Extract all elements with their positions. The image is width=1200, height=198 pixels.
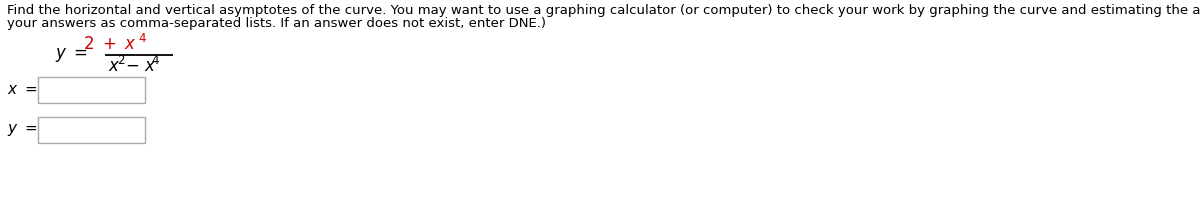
Text: $y\ =$: $y\ =$ [7,122,37,138]
FancyBboxPatch shape [38,117,145,143]
Text: Find the horizontal and vertical asymptotes of the curve. You may want to use a : Find the horizontal and vertical asympto… [7,4,1200,17]
Text: $x\ =$: $x\ =$ [7,83,37,97]
Text: $y\ =$: $y\ =$ [55,46,88,64]
Text: your answers as comma-separated lists. If an answer does not exist, enter DNE.): your answers as comma-separated lists. I… [7,17,546,30]
Text: $x$: $x$ [108,57,120,75]
FancyBboxPatch shape [38,77,145,103]
Text: $-\ x$: $-\ x$ [125,57,156,75]
Text: $2\ +\ x$: $2\ +\ x$ [83,35,137,53]
Text: $4$: $4$ [138,32,146,46]
Text: $2$: $2$ [118,54,125,68]
Text: $4$: $4$ [151,54,160,68]
